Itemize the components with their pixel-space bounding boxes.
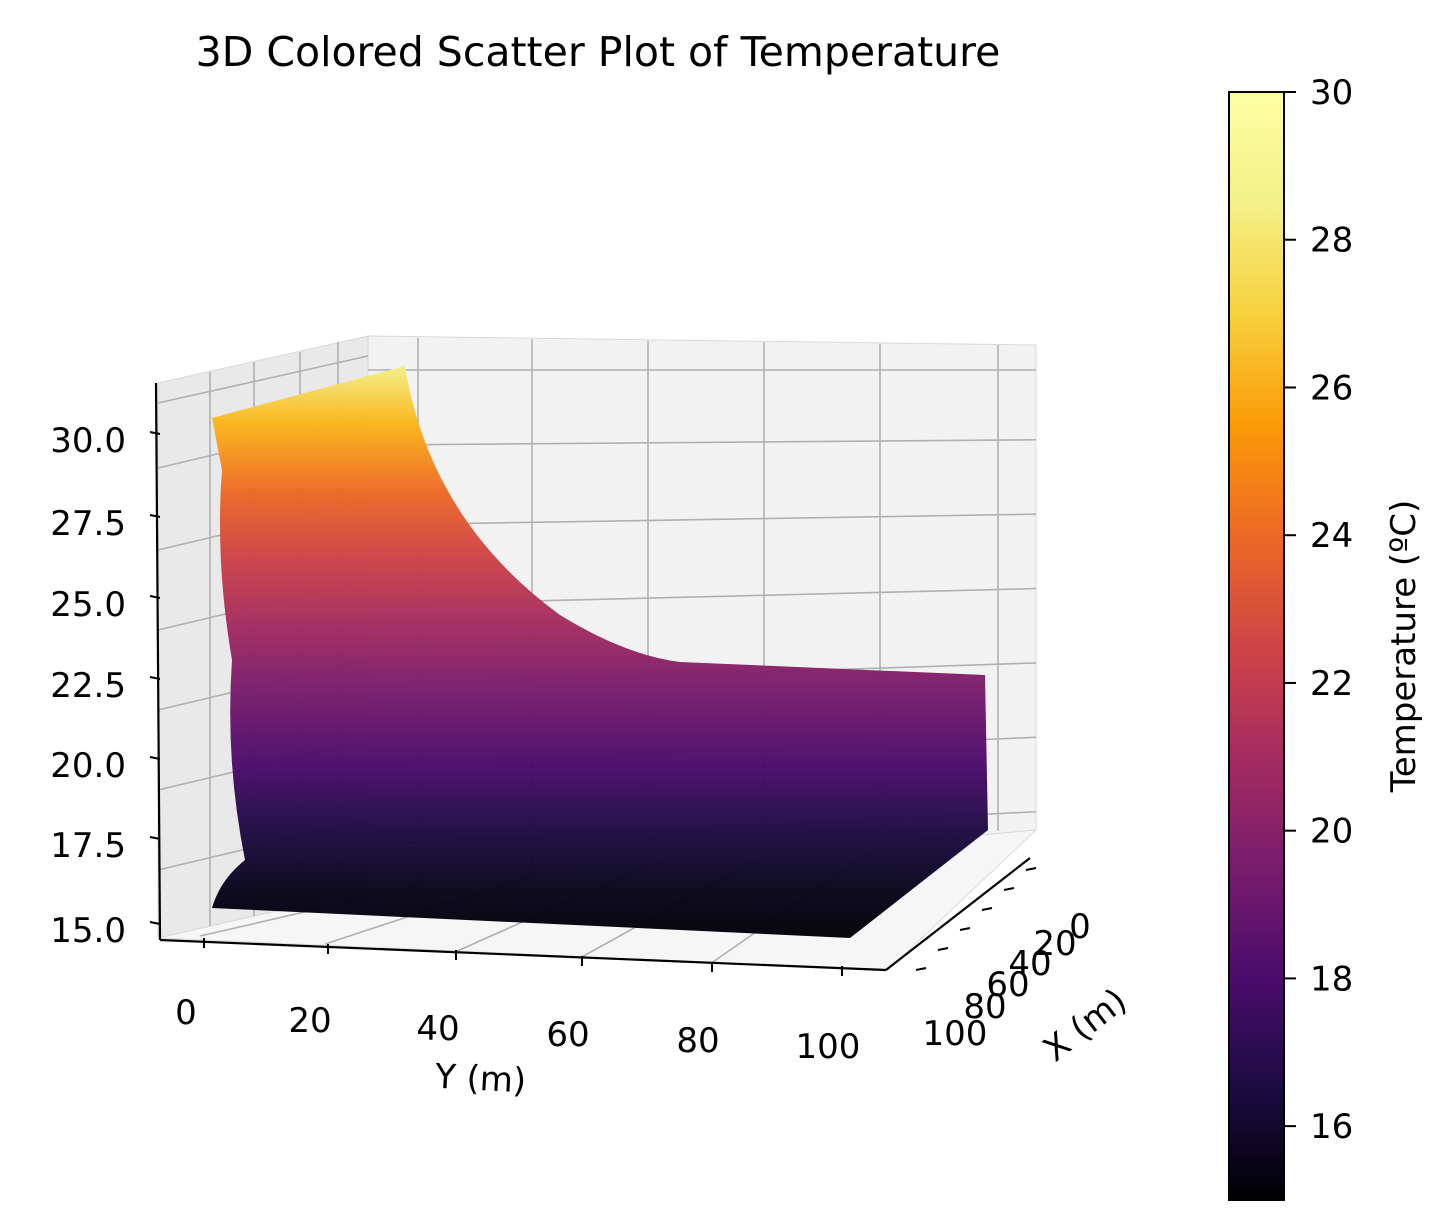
colorbar-tick-label: 30: [1310, 73, 1353, 113]
z-tick-label: 20.0: [50, 746, 126, 786]
colorbar-ticks: 16 18 20 22 24 26 28 30: [1284, 73, 1353, 1147]
y-tick-label: 20: [288, 1001, 331, 1041]
colorbar-gradient: [1228, 91, 1285, 1201]
colorbar-tick-label: 24: [1310, 516, 1353, 556]
colorbar-tick-label: 28: [1310, 221, 1353, 261]
x-tick-label: 100: [923, 1014, 988, 1054]
z-tick-label: 15.0: [50, 911, 126, 951]
colorbar: 16 18 20 22 24 26 28 30 Temperature (ºC): [1228, 73, 1424, 1201]
y-tick-label: 80: [676, 1021, 719, 1061]
colorbar-tick-label: 20: [1310, 812, 1353, 852]
colorbar-tick-label: 26: [1310, 368, 1353, 408]
z-tick-label: 22.5: [50, 666, 126, 706]
y-tick-label: 0: [175, 993, 197, 1033]
y-axis-line: [159, 938, 887, 972]
z-tick-mark: [149, 676, 161, 680]
grid-line-back-horizontal: [367, 513, 1037, 526]
x-tick-label: 80: [963, 987, 1006, 1027]
x-axis-line: [885, 857, 1031, 971]
y-tick-label: 60: [546, 1015, 589, 1055]
x-tick-mark: [937, 947, 949, 951]
grid-line-back-horizontal: [367, 438, 1037, 446]
x-tick-mark: [915, 967, 927, 971]
z-tick-mark: [149, 595, 161, 599]
z-tick-label: 25.0: [50, 585, 126, 625]
x-tick-mark: [981, 907, 993, 911]
grid-line-left-horizontal: [157, 355, 369, 404]
x-tick-mark: [1025, 867, 1037, 871]
z-axis-line: [154, 382, 162, 941]
y-tick-label: 40: [416, 1009, 459, 1049]
y-axis-label: Y (m): [433, 1057, 527, 1102]
z-tick-mark: [149, 836, 161, 840]
colorbar-tick-label: 16: [1310, 1107, 1353, 1147]
z-tick-label: 30.0: [50, 421, 126, 461]
x-tick-mark: [959, 927, 971, 931]
y-ticks: 0 20 40 60 80 100: [175, 938, 860, 1067]
colorbar-tick-label: 18: [1310, 959, 1353, 999]
temperature-surface: [212, 366, 988, 938]
x-axis-label: X (m): [1036, 981, 1135, 1070]
x-tick-mark: [1003, 887, 1015, 891]
colorbar-label: Temperature (ºC): [1384, 500, 1424, 793]
z-tick-label: 27.5: [50, 504, 126, 544]
z-tick-mark: [149, 921, 161, 925]
z-tick-mark: [149, 514, 161, 518]
x-tick-label: 0: [1069, 907, 1091, 947]
y-tick-label: 100: [796, 1027, 861, 1067]
z-tick-mark: [149, 431, 161, 435]
colorbar-tick-label: 22: [1310, 664, 1353, 704]
axis-lines: [154, 382, 1031, 972]
x-tick-label: 40: [1008, 944, 1051, 984]
z-ticks: 15.0 17.5 20.0 22.5 25.0 27.5 30.0: [50, 421, 161, 951]
z-tick-mark: [149, 756, 161, 760]
z-tick-label: 17.5: [50, 826, 126, 866]
scatter-data: [212, 366, 988, 938]
chart-title: 3D Colored Scatter Plot of Temperature: [196, 28, 1001, 76]
x-tick-label: 60: [986, 965, 1029, 1005]
x-tick-label: 20: [1033, 924, 1076, 964]
